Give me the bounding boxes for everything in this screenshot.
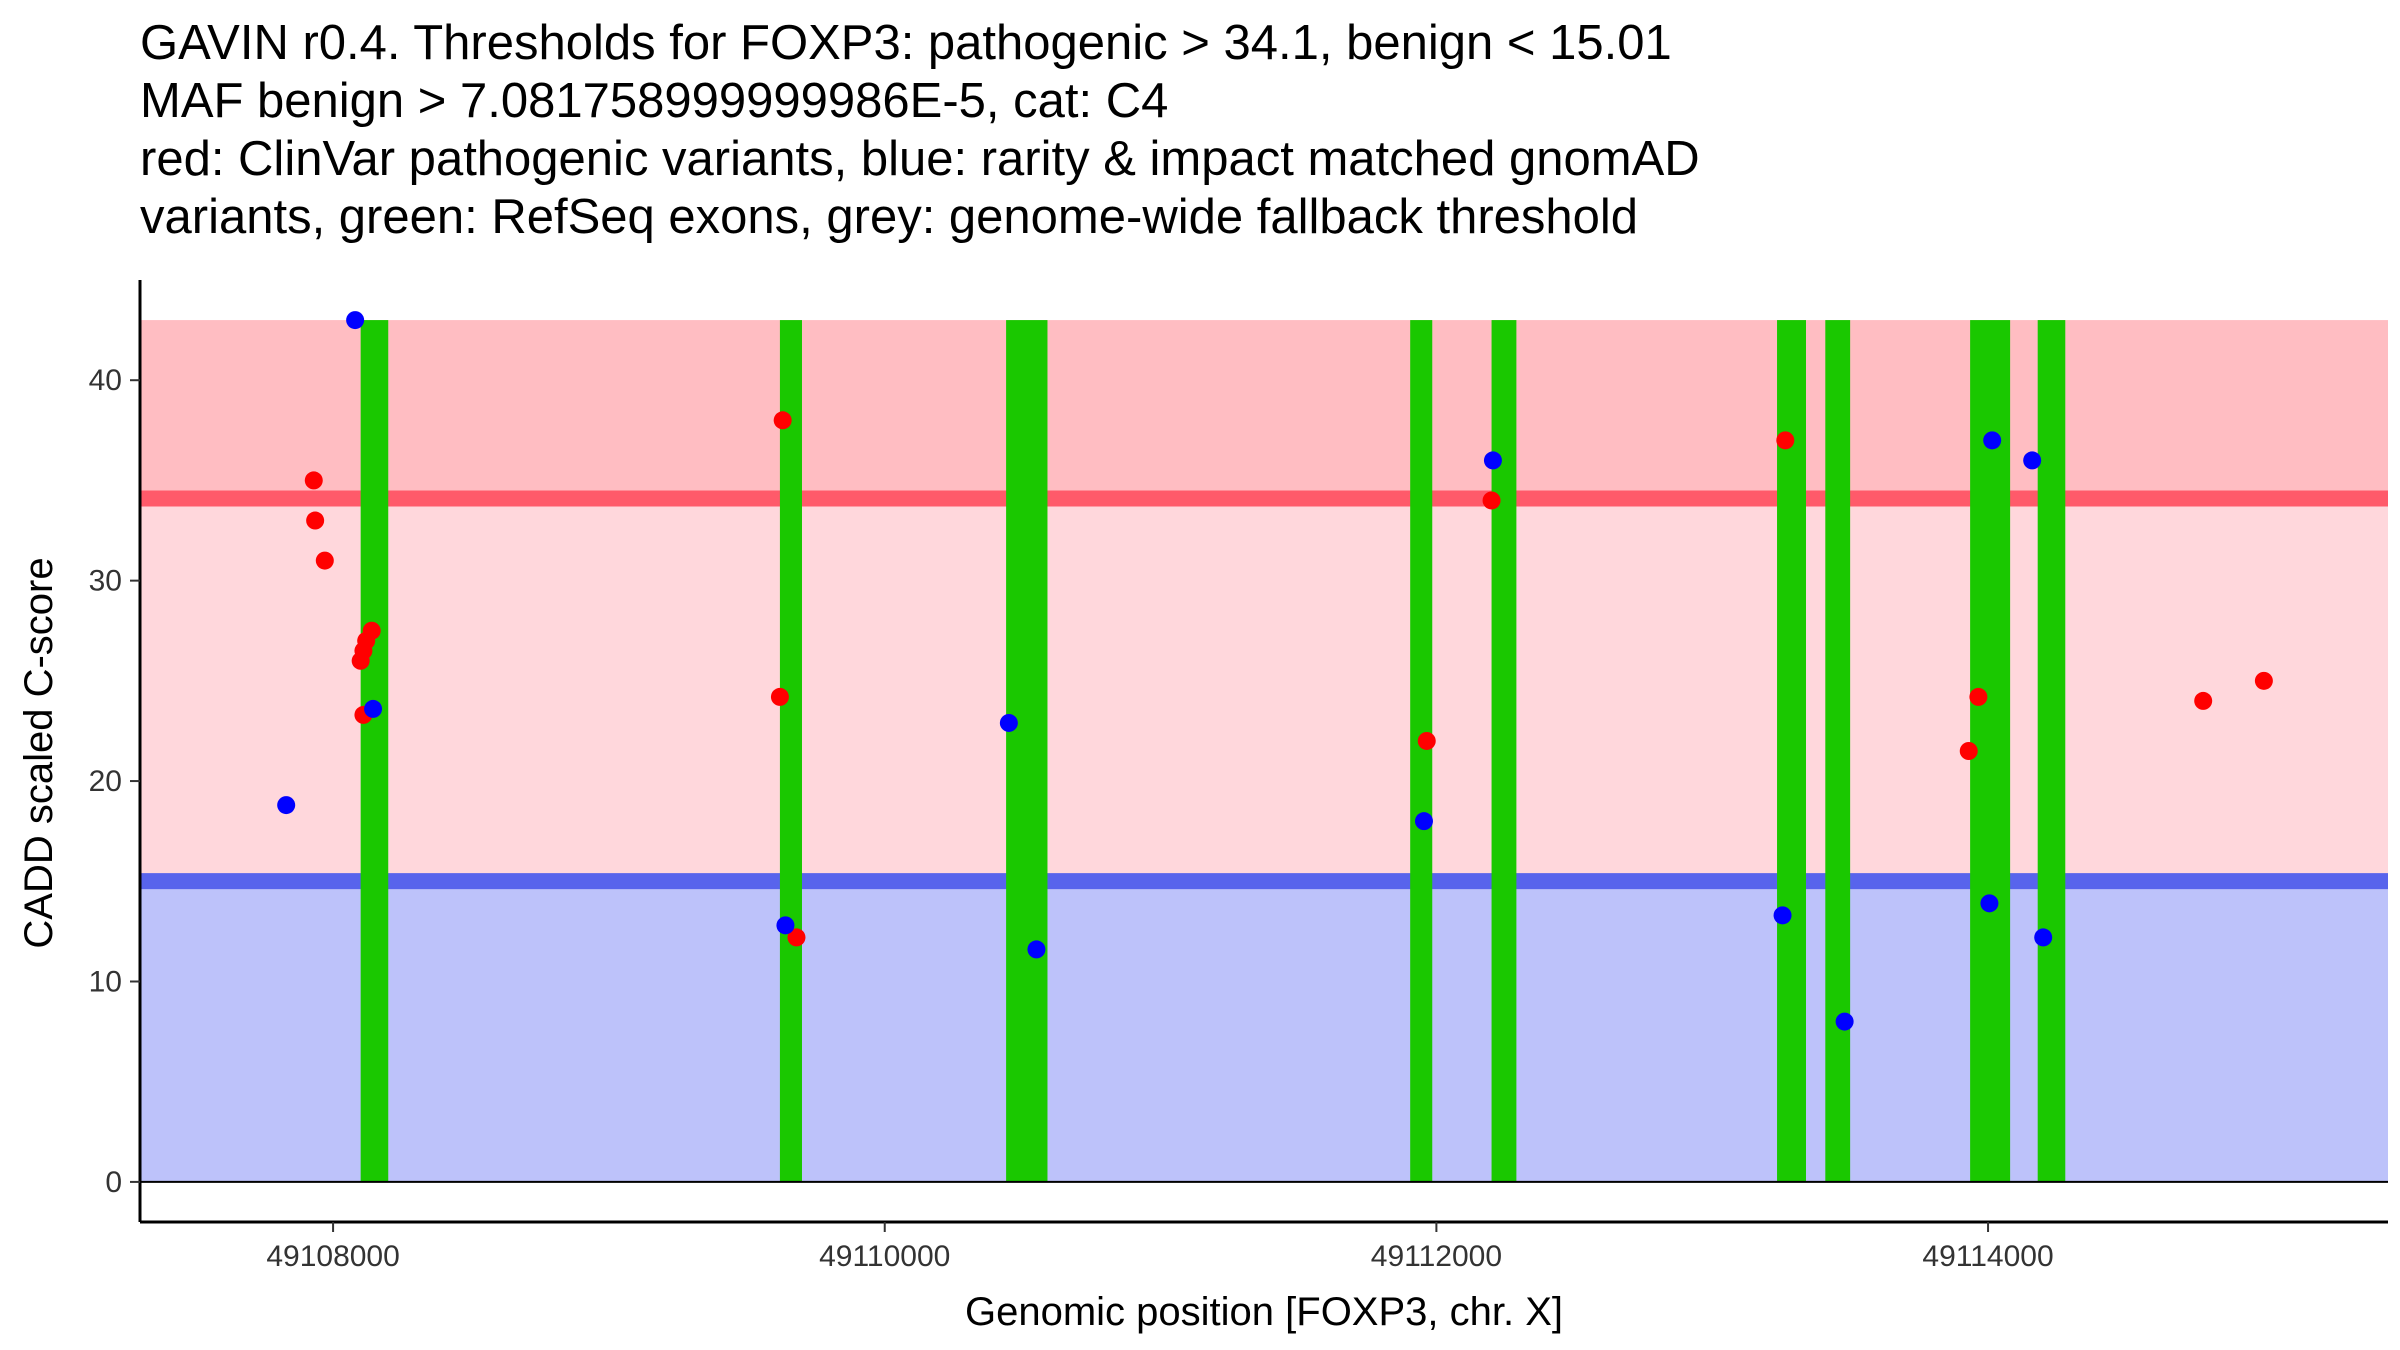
y-tick-label-20: 20 <box>89 765 122 798</box>
exon-bar-3 <box>1006 320 1048 1182</box>
pathogenic-point-14 <box>1776 431 1795 450</box>
pathogenic-point-1 <box>304 471 323 490</box>
intermediate-zone <box>140 498 2388 882</box>
pathogenic-point-17 <box>2194 691 2213 710</box>
x-tick-label-49110000: 49110000 <box>819 1240 950 1273</box>
pathogenic-point-13 <box>1482 491 1501 510</box>
benign-point-6 <box>1027 940 1046 959</box>
benign-point-5 <box>999 713 1018 732</box>
exon-bar-6 <box>1777 320 1807 1182</box>
x-tick-label-49112000: 49112000 <box>1371 1240 1502 1273</box>
benign-point-4 <box>776 916 795 935</box>
y-tick-label-10: 10 <box>89 965 122 998</box>
pathogenic-point-2 <box>306 511 325 530</box>
benign-point-8 <box>1483 451 1502 470</box>
pathogenic-point-18 <box>2254 671 2273 690</box>
benign-point-2 <box>346 311 365 330</box>
x-axis-title: Genomic position [FOXP3, chr. X] <box>965 1290 1563 1334</box>
exon-bar-7 <box>1825 320 1851 1182</box>
pathogenic-point-10 <box>770 687 789 706</box>
pathogenic-point-9 <box>773 411 792 430</box>
exon-bar-4 <box>1410 320 1433 1182</box>
exon-bar-2 <box>779 320 802 1182</box>
benign-point-7 <box>1414 812 1433 831</box>
benign-zone <box>140 881 2388 1182</box>
chart-title: GAVIN r0.4. Thresholds for FOXP3: pathog… <box>140 14 1700 246</box>
benign-point-11 <box>1983 431 2002 450</box>
y-tick-label-30: 30 <box>89 565 122 598</box>
title-line-1: GAVIN r0.4. Thresholds for FOXP3: pathog… <box>140 16 1672 70</box>
pathogenic-point-7 <box>362 621 381 640</box>
benign-point-13 <box>2023 451 2042 470</box>
x-tick-label-49108000: 49108000 <box>266 1240 399 1273</box>
exon-bar-1 <box>360 320 389 1182</box>
pathogenic-zone <box>140 320 2388 499</box>
title-line-3: red: ClinVar pathogenic variants, blue: … <box>140 132 1700 186</box>
pathogenic-point-3 <box>315 551 334 570</box>
exon-bar-9 <box>2037 320 2066 1182</box>
benign-point-10 <box>1835 1012 1854 1031</box>
y-tick-label-0: 0 <box>105 1166 122 1199</box>
benign-point-14 <box>2034 928 2053 947</box>
pathogenic-point-15 <box>1959 742 1978 760</box>
title-line-4: variants, green: RefSeq exons, grey: gen… <box>140 190 1639 244</box>
pathogenic-point-11 <box>787 928 806 947</box>
axes: 0 10 20 30 40 49108000 49110000 49112000 4911400… <box>89 280 2388 1273</box>
y-axis-title: CADD scaled C-score <box>17 557 61 948</box>
benign-point-12 <box>1980 894 1999 913</box>
x-tick-label-49114000: 49114000 <box>1922 1240 2053 1273</box>
variant-points <box>277 311 2273 1031</box>
benign-point-9 <box>1773 906 1792 925</box>
exon-bar-5 <box>1491 320 1517 1182</box>
threshold-zones <box>140 320 2388 1182</box>
pathogenic-point-12 <box>1417 731 1436 750</box>
pathogenic-point-16 <box>1969 687 1988 706</box>
title-line-2: MAF benign > 7.081758999999986E-5, cat: … <box>140 74 1169 128</box>
y-tick-label-40: 40 <box>89 364 122 397</box>
benign-point-3 <box>364 699 383 718</box>
exon-bars <box>360 320 2066 1182</box>
benign-point-1 <box>277 796 296 815</box>
